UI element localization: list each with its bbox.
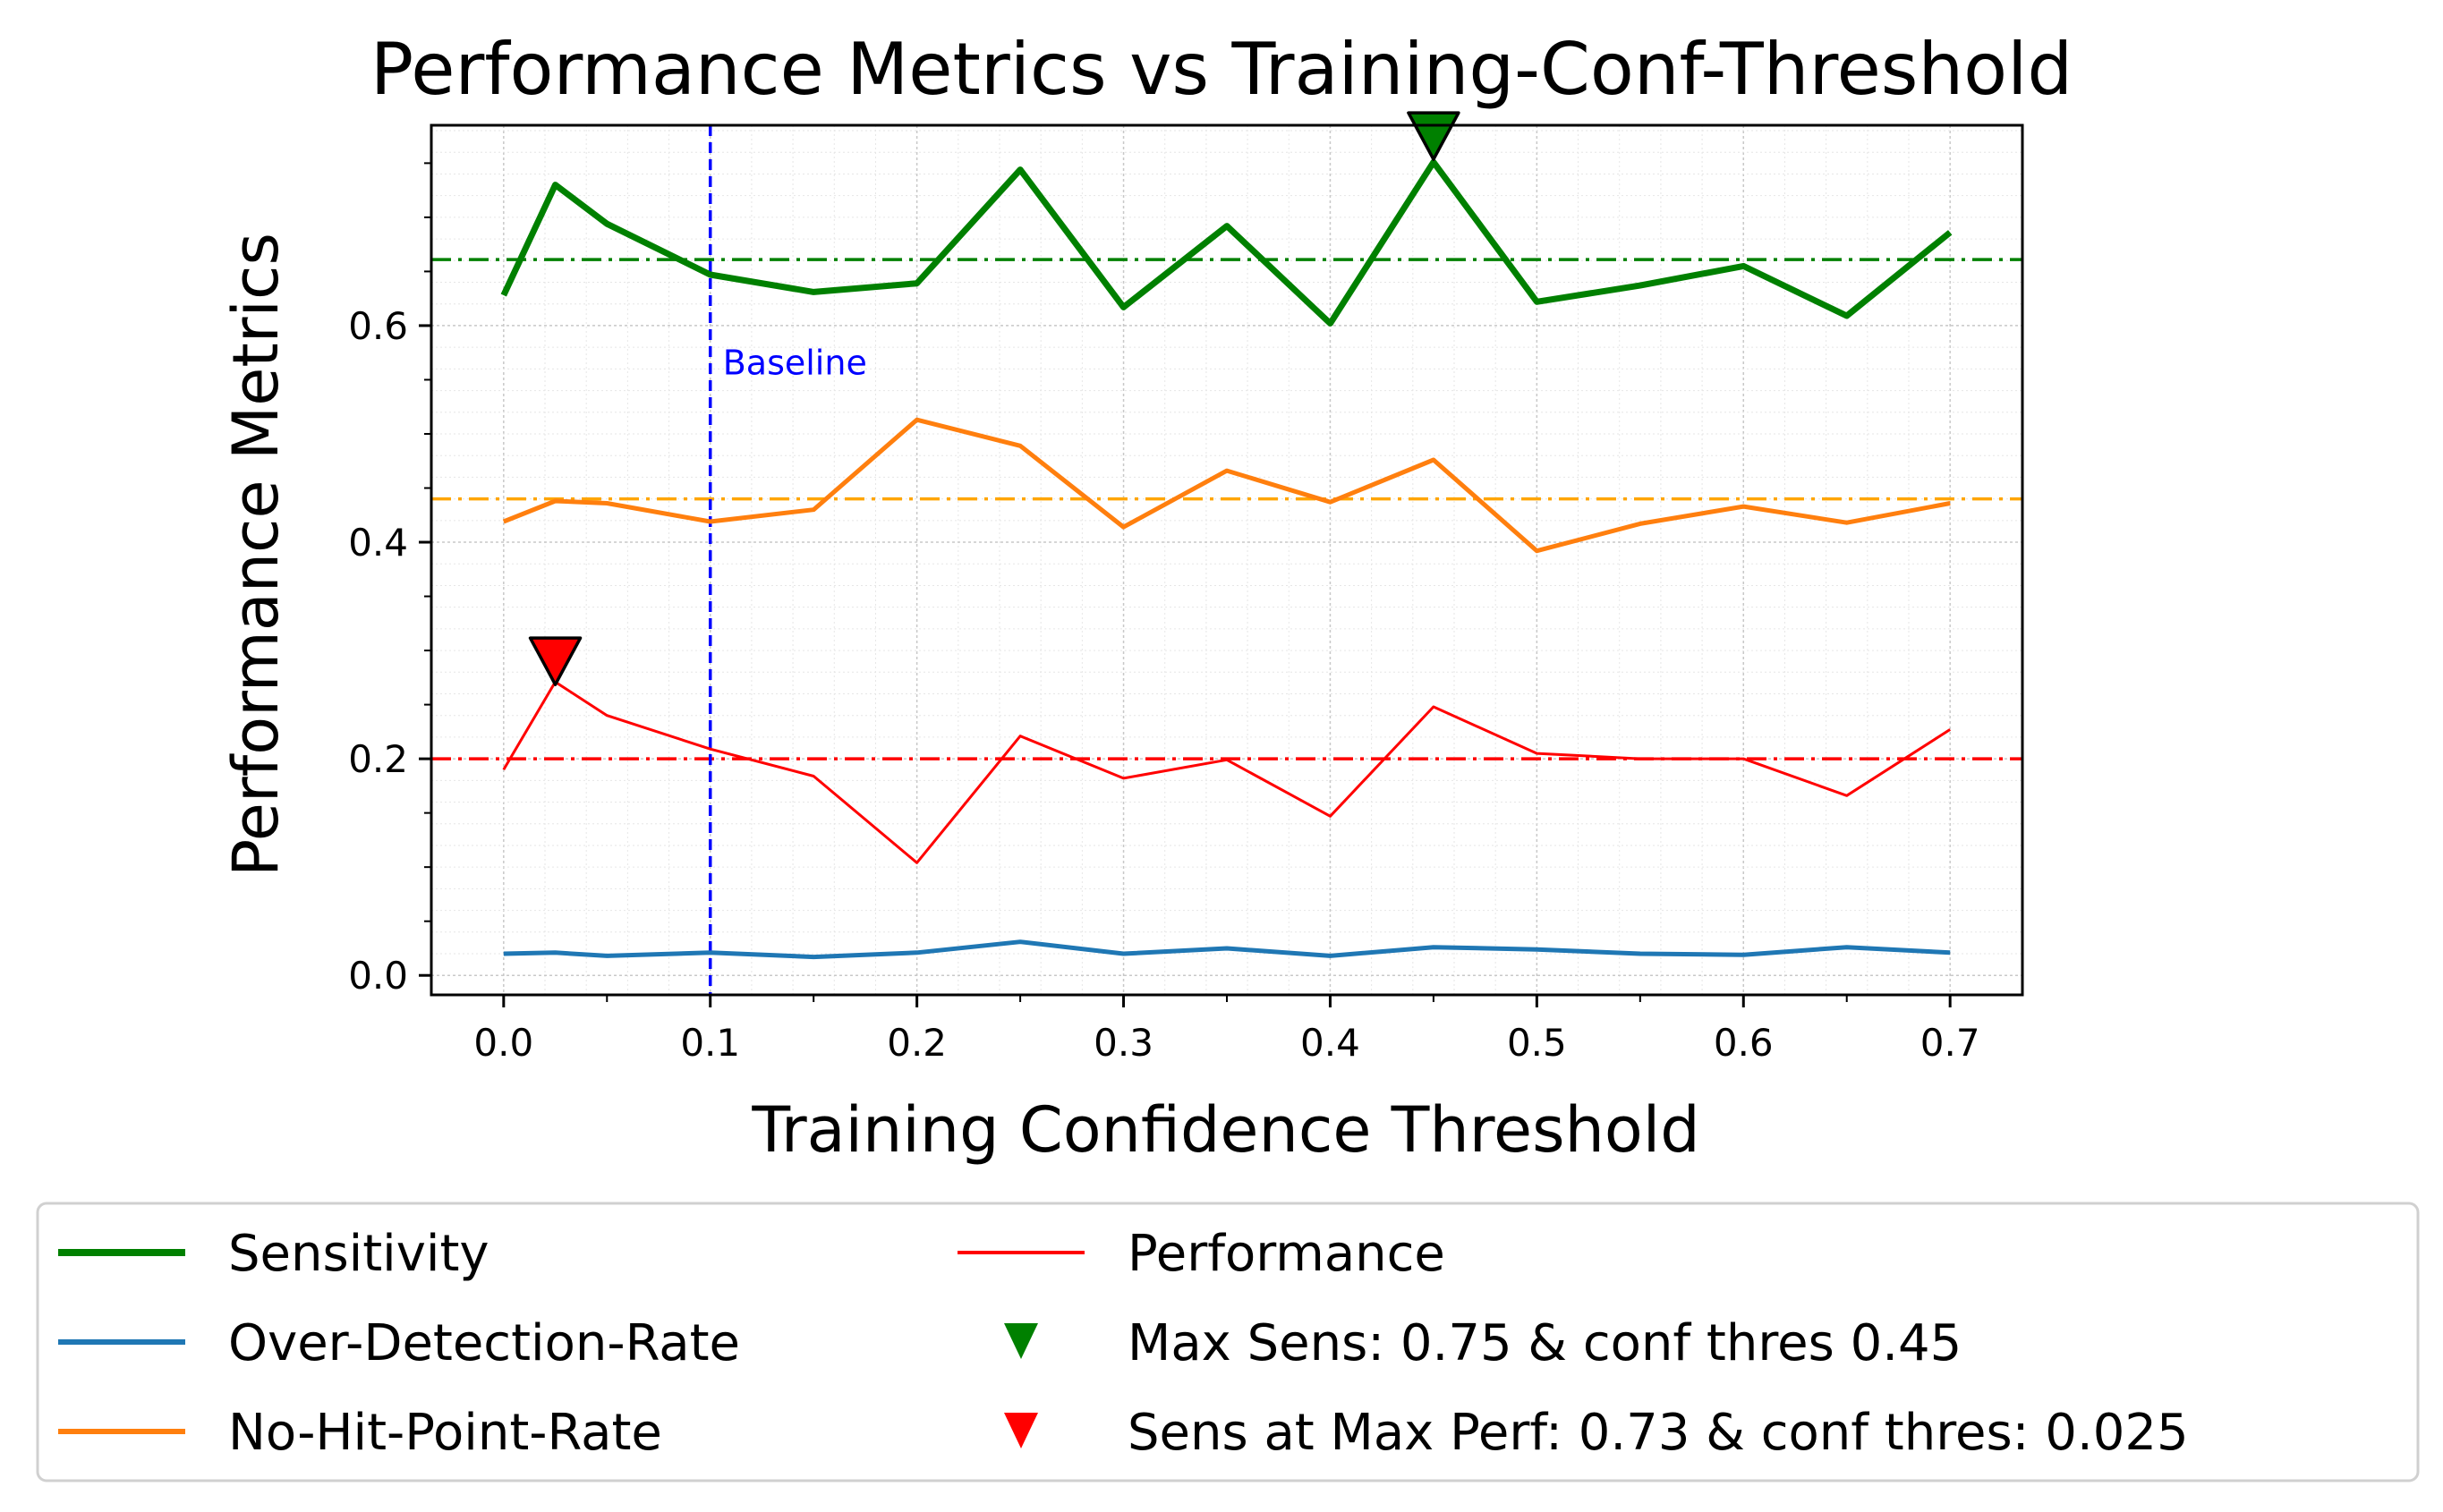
x-tick-label: 0.4	[1300, 1021, 1360, 1065]
legend-label: Sensitivity	[228, 1225, 489, 1283]
y-tick-label: 0.0	[348, 954, 408, 998]
legend-label: No-Hit-Point-Rate	[228, 1404, 662, 1462]
x-tick-label: 0.1	[680, 1021, 740, 1065]
baseline-label: Baseline	[723, 343, 867, 382]
x-tick-label: 0.3	[1094, 1021, 1153, 1065]
series-line	[502, 680, 1952, 864]
legend-box	[36, 1202, 2420, 1482]
legend-label: Over-Detection-Rate	[228, 1314, 740, 1372]
series-line	[502, 417, 1951, 554]
legend-handle	[1004, 1323, 1038, 1359]
y-tick-label: 0.6	[348, 304, 408, 348]
y-tick-label: 0.2	[348, 737, 408, 781]
legend-handle	[1004, 1413, 1038, 1448]
series-line	[503, 939, 1951, 960]
x-axis-label: Training Confidence Threshold	[751, 1093, 1699, 1167]
series-lines	[500, 158, 1953, 960]
legend: Sensitivity Over-Detection-Rate No-Hit-Poi…	[36, 1202, 2420, 1482]
x-tick-label: 0.5	[1507, 1021, 1567, 1065]
y-tick-label: 0.4	[348, 521, 408, 565]
y-axis-label: Performance Metrics	[219, 233, 293, 877]
x-tick-label: 0.7	[1920, 1021, 1980, 1065]
chart-title: Performance Metrics vs Training-Conf-Thr…	[370, 28, 2073, 111]
series-line	[500, 158, 1953, 327]
x-tick-label: 0.2	[887, 1021, 947, 1065]
marker-triangle	[528, 636, 583, 686]
ticks: 0.0 0.1 0.2 0.3 0.4 0.5 0.6 0.7 0.0 0.2 0.4 0.6	[348, 162, 1980, 1065]
x-tick-label: 0.0	[473, 1021, 533, 1065]
legend-label: Max Sens: 0.75 & conf thres 0.45	[1128, 1314, 1962, 1372]
x-tick-label: 0.6	[1714, 1021, 1774, 1065]
legend-label: Performance	[1128, 1225, 1445, 1283]
legend-label: Sens at Max Perf: 0.73 & conf thres: 0.0…	[1128, 1404, 2189, 1462]
